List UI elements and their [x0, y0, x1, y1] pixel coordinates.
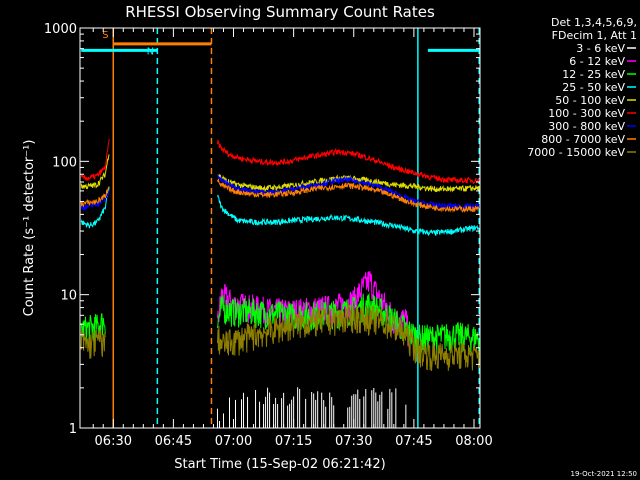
x-tick-label: 07:15 — [275, 434, 312, 449]
y-tick-label: 1000 — [44, 22, 77, 37]
series-line — [217, 194, 480, 237]
series-line — [80, 313, 106, 344]
y-axis-label: Count Rate (s⁻¹ detector⁻¹) — [22, 140, 37, 317]
series-50-100-kev — [80, 154, 480, 193]
series-line — [217, 304, 480, 371]
x-tick-label: 07:45 — [395, 434, 432, 449]
series-300-800-kev — [80, 173, 480, 212]
legend-entry-label: 300 - 800 keV — [548, 120, 625, 133]
series-7000-15000-kev — [80, 304, 480, 371]
x-tick-label: 07:00 — [215, 434, 252, 449]
x-tick-label: 06:45 — [155, 434, 192, 449]
series-800-7000-kev — [80, 178, 480, 213]
series-100-300-kev — [80, 138, 480, 185]
legend-header: Det 1,3,4,5,6,9, — [551, 16, 637, 29]
series-line — [80, 186, 110, 229]
x-tick-label: 07:30 — [335, 434, 372, 449]
x-axis-label: Start Time (15-Sep-02 06:21:42) — [174, 457, 385, 472]
series-12-25-kev — [80, 292, 480, 354]
series-line — [80, 186, 110, 208]
legend-entry-label: 12 - 25 keV — [562, 68, 625, 81]
series-line — [80, 189, 110, 212]
y-tick-label: 100 — [52, 155, 77, 170]
legend-entry-label: 100 - 300 keV — [548, 107, 625, 120]
legend-entry-label: 3 - 6 keV — [576, 42, 625, 55]
axes: 1 10 100 1000 06:30 06:45 07:00 07:15 07:30 07:45… — [44, 22, 493, 449]
legend-entry-label: 50 - 100 keV — [555, 94, 625, 107]
series-line — [80, 328, 106, 359]
timestamp-label: 19-Oct-2021 12:50 — [571, 470, 637, 478]
legend-entry-label: 25 - 50 keV — [562, 81, 625, 94]
x-tick-label: 06:30 — [95, 434, 132, 449]
chart-title: RHESSI Observing Summary Count Rates — [125, 3, 435, 21]
series-25-50-kev — [80, 186, 480, 237]
legend-entry-label: 6 - 12 keV — [569, 55, 625, 68]
series-line — [217, 292, 480, 354]
series-line — [217, 139, 480, 185]
series-line — [217, 178, 480, 213]
legend-header: FDecim 1, Att 1 — [552, 29, 637, 42]
plot-frame — [79, 27, 481, 429]
series-line — [80, 138, 110, 182]
flag-annotation: S — [102, 30, 108, 41]
flag-annotation: N — [147, 46, 154, 57]
legend: Det 1,3,4,5,6,9,FDecim 1, Att 13 - 6 keV… — [527, 16, 637, 159]
series-line — [80, 154, 110, 190]
y-tick-label: 1 — [69, 422, 77, 437]
y-tick-label: 10 — [60, 289, 77, 304]
series-3-6-kev — [216, 387, 407, 428]
series-line — [217, 173, 480, 211]
series-line — [217, 174, 480, 193]
plot-area: SN — [80, 28, 480, 428]
legend-entry-label: 7000 - 15000 keV — [527, 146, 625, 159]
legend-entry-label: 800 - 7000 keV — [541, 133, 625, 146]
x-tick-label: 08:00 — [455, 434, 492, 449]
